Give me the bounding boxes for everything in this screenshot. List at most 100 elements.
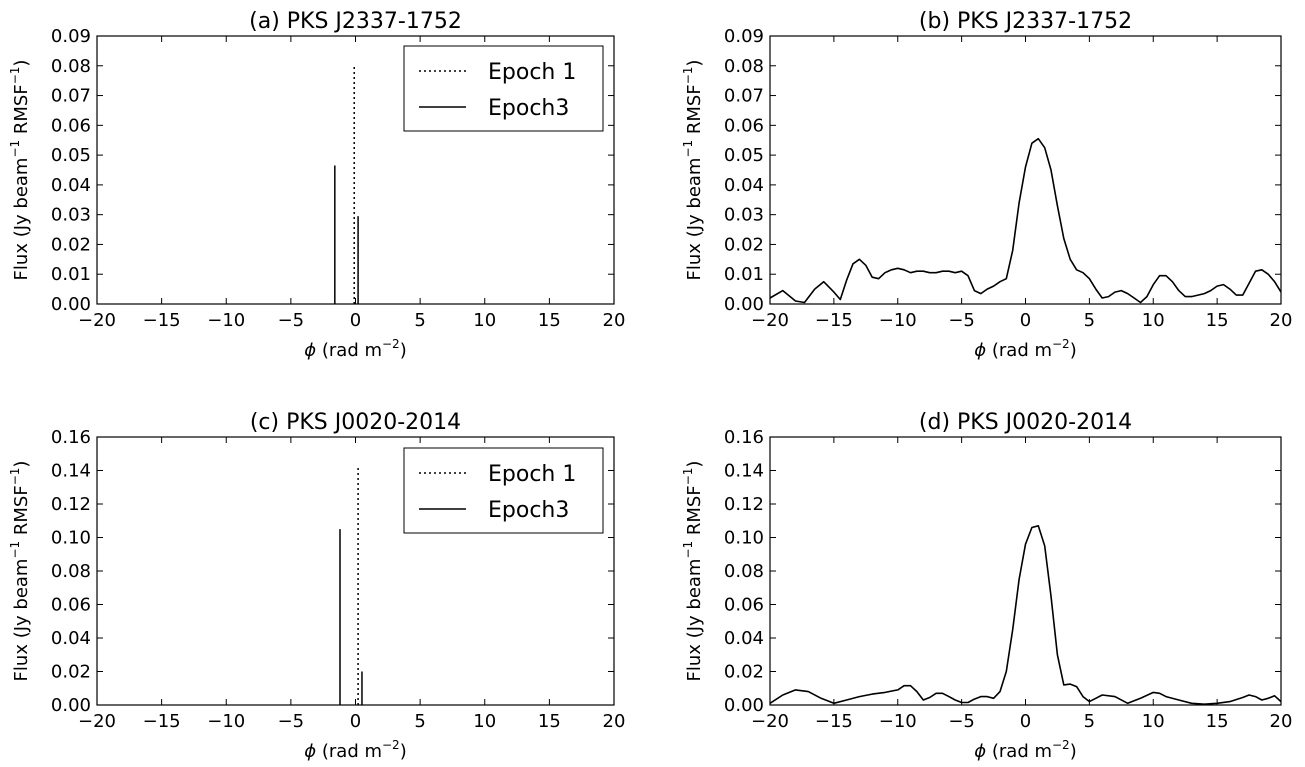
chart-panel-c: (c) PKS J0020-2014 −20 −15 −10 −5 0 5 10 15 20 0.0…	[8, 410, 625, 762]
y-tick-label: 0.01	[724, 264, 764, 285]
y-axis-exponent: −1	[681, 541, 695, 559]
y-tick-label: 0.16	[51, 427, 91, 448]
x-axis-exponent: −2	[1052, 337, 1070, 351]
x-tick-label: 5	[1084, 711, 1095, 732]
y-tick-label: 0.00	[51, 294, 91, 315]
x-tick-label: −5	[948, 310, 975, 331]
x-axis-label: ϕ (rad m−2)	[974, 738, 1076, 762]
x-axis-symbol: ϕ	[304, 741, 316, 762]
y-tick-label: 0.12	[724, 494, 764, 515]
x-tick-label: 20	[603, 310, 626, 331]
y-axis-exponent-2: −1	[8, 468, 22, 486]
y-axis-text-rmsf: RMSF	[684, 485, 705, 541]
x-tick-label: 0	[1020, 711, 1031, 732]
y-axis-label: Flux (Jy beam−1 RMSF−1)	[8, 461, 32, 682]
y-axis-text: Flux (Jy beam	[684, 559, 705, 682]
y-tick-label: 0.10	[724, 528, 764, 549]
chart-title: (d) PKS J0020-2014	[919, 410, 1132, 435]
x-tick-label: 5	[414, 310, 425, 331]
y-tick-label: 0.06	[724, 595, 764, 616]
x-tick-label: −10	[879, 711, 917, 732]
x-tick-label: −20	[751, 711, 789, 732]
legend-label: Epoch 1	[488, 462, 576, 487]
x-tick-label: −20	[78, 310, 116, 331]
x-tick-label: 10	[1142, 711, 1165, 732]
x-tick-label: 15	[538, 711, 561, 732]
x-axis-unit: (rad m	[986, 741, 1052, 762]
y-axis-text: Flux (Jy beam	[11, 158, 32, 281]
y-tick-label: 0.04	[724, 628, 764, 649]
y-tick-label: 0.07	[51, 86, 91, 107]
spectrum-line	[769, 525, 1282, 705]
y-axis-exponent-2: −1	[8, 67, 22, 85]
x-tick-label: 20	[1270, 711, 1293, 732]
x-tick-label: −10	[879, 310, 917, 331]
axes-frame	[769, 436, 1282, 706]
axes-frame	[96, 436, 615, 706]
x-axis-exponent: −2	[382, 738, 400, 752]
y-tick-label: 0.02	[724, 234, 764, 255]
x-tick-label: −5	[278, 310, 305, 331]
x-tick-label: 10	[473, 310, 496, 331]
y-tick-label: 0.01	[51, 264, 91, 285]
y-tick-label: 0.14	[51, 461, 91, 482]
x-tick-label: 5	[1084, 310, 1095, 331]
x-axis-close: )	[1070, 340, 1077, 361]
x-axis-exponent: −2	[1052, 738, 1070, 752]
spectrum-line	[769, 137, 1282, 304]
y-tick-label: 0.10	[51, 528, 91, 549]
y-axis-label: Flux (Jy beam−1 RMSF−1)	[681, 461, 705, 682]
x-tick-label: −20	[751, 310, 789, 331]
axes-frame	[769, 35, 1282, 305]
y-axis-exponent: −1	[681, 140, 695, 158]
y-axis-close: )	[11, 461, 32, 468]
x-axis-close: )	[1070, 741, 1077, 762]
y-axis-text-rmsf: RMSF	[11, 485, 32, 541]
y-axis-label: Flux (Jy beam−1 RMSF−1)	[681, 60, 705, 281]
legend: Epoch 1 Epoch3	[403, 447, 604, 534]
y-tick-label: 0.08	[51, 561, 91, 582]
y-axis-close: )	[684, 461, 705, 468]
legend-label: Epoch 1	[488, 60, 576, 85]
x-tick-label: 20	[1270, 310, 1293, 331]
chart-title: (a) PKS J2337-1752	[249, 9, 462, 34]
y-tick-label: 0.06	[51, 595, 91, 616]
chart-panel-d: (d) PKS J0020-2014 −20 −15 −10 −5 0 5 10 15 20 0.0…	[681, 410, 1292, 762]
x-tick-label: 5	[414, 711, 425, 732]
x-tick-label: 15	[1206, 711, 1229, 732]
x-axis-label: ϕ (rad m−2)	[304, 337, 406, 361]
x-tick-label: −20	[78, 711, 116, 732]
x-axis-label: ϕ (rad m−2)	[304, 738, 406, 762]
x-axis-symbol: ϕ	[974, 340, 986, 361]
x-tick-label: 10	[1142, 310, 1165, 331]
y-tick-label: 0.08	[51, 56, 91, 77]
y-tick-label: 0.00	[724, 294, 764, 315]
x-axis-symbol: ϕ	[304, 340, 316, 361]
x-axis-unit: (rad m	[316, 340, 382, 361]
y-tick-label: 0.03	[724, 205, 764, 226]
y-tick-label: 0.09	[724, 26, 764, 47]
y-axis-exponent-2: −1	[681, 67, 695, 85]
x-axis-symbol: ϕ	[974, 741, 986, 762]
x-tick-label: 10	[473, 711, 496, 732]
y-axis-close: )	[684, 60, 705, 67]
x-tick-label: 20	[603, 711, 626, 732]
x-tick-label: −15	[143, 711, 181, 732]
y-axis-label: Flux (Jy beam−1 RMSF−1)	[8, 60, 32, 281]
y-tick-label: 0.06	[724, 115, 764, 136]
y-axis-exponent-2: −1	[681, 468, 695, 486]
chart-panel-a: (a) PKS J2337-1752 −20 −15 −10 −5 0 5 10 15 20 0.0…	[8, 9, 625, 361]
y-axis-exponent: −1	[8, 140, 22, 158]
y-axis-text: Flux (Jy beam	[11, 559, 32, 682]
y-tick-label: 0.09	[51, 26, 91, 47]
y-tick-label: 0.04	[724, 175, 764, 196]
x-axis-unit: (rad m	[986, 340, 1052, 361]
x-tick-label: −10	[207, 711, 245, 732]
legend-label: Epoch3	[488, 498, 569, 523]
legend-box	[403, 447, 604, 534]
y-tick-label: 0.04	[51, 175, 91, 196]
y-tick-label: 0.02	[724, 662, 764, 683]
x-tick-label: −15	[815, 310, 853, 331]
y-tick-label: 0.05	[51, 145, 91, 166]
x-axis-unit: (rad m	[316, 741, 382, 762]
